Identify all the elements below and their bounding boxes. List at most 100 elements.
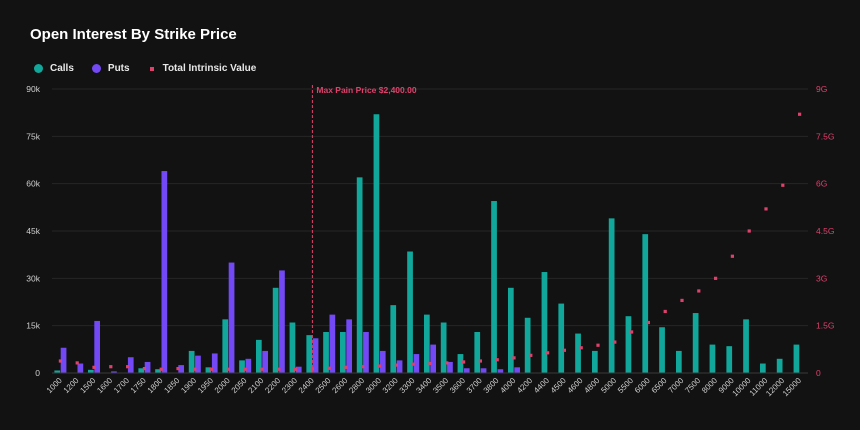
max-pain-annotation: Max Pain Price $2,400.00 <box>311 85 417 373</box>
x-tick-label: 4800 <box>582 376 601 395</box>
x-tick-label: 1700 <box>112 376 131 395</box>
x-tick-label: 4400 <box>532 376 551 395</box>
x-tick-label: 4600 <box>566 376 585 395</box>
intrinsic-value-point <box>579 346 583 350</box>
intrinsic-value-point <box>142 366 146 371</box>
x-tick-label: 1750 <box>129 376 148 395</box>
calls-bar <box>457 354 464 373</box>
calls-bar <box>709 344 716 373</box>
calls-bar <box>54 370 61 373</box>
x-tick-label: 5000 <box>599 376 618 395</box>
legend-item-intrinsic[interactable]: Total Intrinsic Value <box>148 63 257 74</box>
calls-bar <box>675 350 682 373</box>
puts-bar <box>279 270 285 373</box>
calls-bar <box>272 287 279 373</box>
calls-bar <box>541 272 548 373</box>
calls-bar <box>793 344 800 373</box>
puts-bar <box>178 365 185 373</box>
y-left-tick-label: 0 <box>35 368 40 378</box>
intrinsic-value-point <box>92 365 96 369</box>
legend-label-intrinsic: Total Intrinsic Value <box>162 63 257 74</box>
calls-bar <box>323 331 329 373</box>
puts-bar <box>480 368 487 373</box>
y-axis-right: 0 1.5G 3G 4.5G 6G 7.5G 9G <box>816 84 834 378</box>
intrinsic-value-point <box>260 367 264 371</box>
max-pain-label: Max Pain Price $2,400.00 <box>316 85 416 95</box>
x-tick-label: 2200 <box>263 376 282 395</box>
x-tick-label: 1950 <box>196 376 215 395</box>
intrinsic-value-point <box>327 366 331 370</box>
calls-bar <box>507 287 514 373</box>
intrinsic-value-point <box>243 367 247 371</box>
puts-bar <box>77 363 84 373</box>
puts-bar <box>514 367 521 373</box>
calls-bar <box>188 350 195 373</box>
intrinsic-value-point <box>546 351 550 355</box>
intrinsic-value-point <box>781 183 785 187</box>
calls-bar <box>423 314 430 373</box>
calls-bar <box>575 333 581 373</box>
x-tick-label: 7500 <box>683 376 702 395</box>
x-tick-label: 3400 <box>414 376 433 395</box>
puts-bar <box>346 319 353 373</box>
legend-item-calls[interactable]: Calls <box>34 63 74 74</box>
x-tick-label: 1500 <box>78 376 97 395</box>
calls-bar <box>138 368 145 373</box>
legend-swatch-calls <box>34 64 43 73</box>
intrinsic-value-point <box>630 330 634 334</box>
calls-bar <box>558 303 565 373</box>
calls-bar <box>222 319 229 373</box>
x-tick-label: 10000 <box>731 376 753 398</box>
intrinsic-value-point <box>613 340 617 344</box>
x-tick-label: 6500 <box>650 376 669 395</box>
calls-bar <box>289 322 296 373</box>
calls-bar <box>659 327 665 373</box>
x-tick-label: 6000 <box>633 376 652 395</box>
y-right-tick-label: 1.5G <box>816 321 834 331</box>
x-tick-label: 8000 <box>700 376 719 395</box>
y-right-tick-label: 3G <box>816 273 827 283</box>
legend-item-puts[interactable]: Puts <box>91 63 130 74</box>
intrinsic-points <box>58 112 802 371</box>
x-tick-label: 1600 <box>95 376 114 395</box>
calls-bar <box>205 367 212 373</box>
intrinsic-value-point <box>75 361 79 365</box>
intrinsic-value-point <box>411 362 415 366</box>
x-tick-label: 2300 <box>280 376 299 395</box>
calls-bar <box>491 201 497 373</box>
intrinsic-value-point <box>445 361 449 365</box>
intrinsic-value-point <box>562 348 566 352</box>
intrinsic-value-point <box>462 360 466 364</box>
calls-bar <box>339 331 346 373</box>
calls-bar <box>306 335 313 373</box>
calls-bar <box>625 316 632 373</box>
intrinsic-value-point <box>310 367 314 371</box>
x-tick-label: 3000 <box>364 376 383 395</box>
intrinsic-value-point <box>428 361 432 366</box>
intrinsic-value-point <box>747 229 751 233</box>
intrinsic-value-point <box>495 358 499 362</box>
calls-bar <box>743 319 749 373</box>
intrinsic-value-point <box>277 367 281 371</box>
y-left-tick-label: 90k <box>26 84 40 94</box>
calls-bar <box>87 369 94 373</box>
legend-swatch-puts <box>91 64 101 73</box>
y-right-tick-label: 6G <box>816 179 827 189</box>
x-tick-label: 4500 <box>549 376 568 395</box>
intrinsic-value-point <box>361 365 365 369</box>
x-tick-label: 1800 <box>146 376 165 395</box>
puts-bar <box>363 331 369 373</box>
intrinsic-value-point <box>680 298 684 303</box>
intrinsic-value-point <box>294 367 298 371</box>
x-tick-label: 2500 <box>314 376 333 395</box>
intrinsic-value-point <box>394 363 398 367</box>
calls-bar <box>474 331 481 373</box>
intrinsic-value-point <box>478 359 482 363</box>
chart-title: Open Interest By Strike Price <box>30 26 237 43</box>
calls-bar <box>591 350 598 373</box>
y-right-tick-label: 4.5G <box>816 226 834 236</box>
x-tick-label: 2600 <box>330 376 349 395</box>
x-tick-label: 3800 <box>482 376 501 395</box>
calls-bar <box>726 346 733 373</box>
